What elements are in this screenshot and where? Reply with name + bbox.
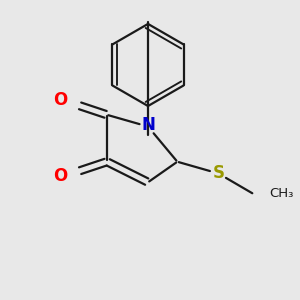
Text: O: O [53,91,67,109]
Text: O: O [53,167,67,185]
Text: N: N [141,116,155,134]
Text: CH₃: CH₃ [270,188,294,200]
Text: S: S [212,164,224,182]
